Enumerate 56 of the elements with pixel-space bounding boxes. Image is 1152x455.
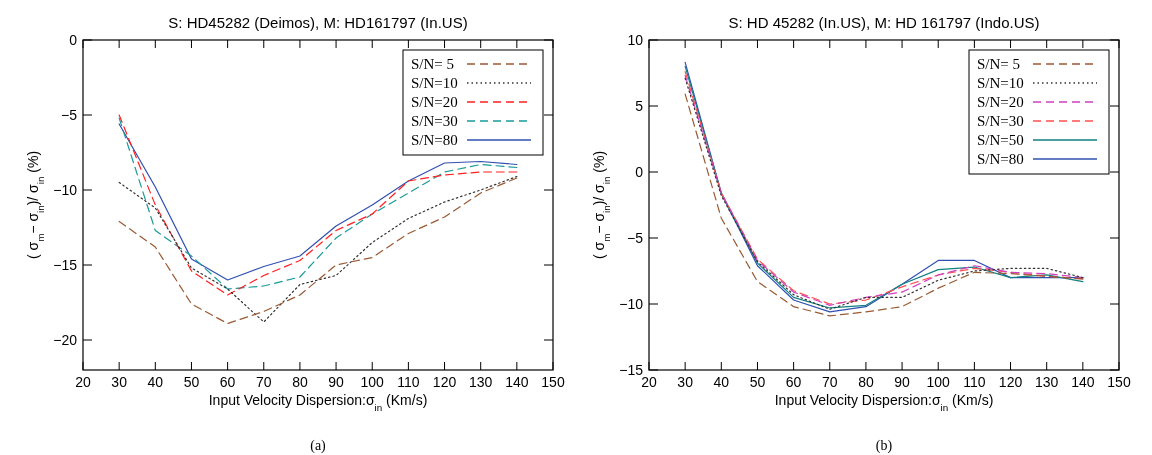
legend-label: S/N=10 — [411, 75, 458, 91]
y-tick-label: −5 — [61, 106, 78, 123]
y-tick-label: 10 — [627, 31, 644, 48]
x-tick-label: 40 — [147, 374, 164, 390]
x-axis-title: Input Velocity Dispersion:σ$_{in}$ (Km/s) — [774, 392, 994, 413]
x-tick-label: 70 — [255, 374, 272, 390]
x-tick-label: 90 — [894, 374, 911, 390]
x-tick-label: 110 — [397, 374, 420, 390]
legend-label: S/N=10 — [977, 75, 1024, 91]
x-tick-label: 80 — [292, 374, 308, 390]
x-tick-label: 130 — [1035, 374, 1059, 390]
x-tick-label: 140 — [1071, 374, 1095, 390]
legend-label: S/N=80 — [977, 151, 1024, 167]
legend-label: S/N=30 — [411, 113, 458, 129]
x-tick-label: 130 — [469, 374, 493, 390]
y-tick-label: 5 — [635, 97, 644, 114]
legend-label: S/N=20 — [977, 94, 1024, 110]
x-tick-label: 20 — [641, 374, 657, 390]
y-tick-label: −15 — [53, 256, 78, 273]
x-tick-label: 100 — [926, 374, 951, 390]
x-tick-label: 70 — [821, 374, 838, 390]
y-tick-label: −15 — [619, 361, 644, 378]
y-tick-label: −10 — [619, 295, 644, 312]
y-tick-label: −5 — [627, 229, 644, 246]
legend-label: S/N= 5 — [977, 56, 1021, 72]
x-tick-label: 50 — [183, 374, 200, 390]
y-tick-label: 0 — [69, 31, 78, 48]
legend-label: S/N=50 — [977, 132, 1024, 148]
x-tick-label: 100 — [360, 374, 385, 390]
legend-label: S/N=80 — [411, 132, 458, 148]
y-tick-label: 0 — [635, 163, 644, 180]
y-tick-label: −10 — [53, 181, 78, 198]
x-tick-label: 60 — [785, 374, 802, 390]
x-tick-label: 30 — [111, 374, 128, 390]
chart-title: S: HD45282 (Deimos), M: HD161797 (In.US) — [168, 14, 468, 31]
legend-label: S/N=30 — [977, 113, 1024, 129]
x-tick-label: 80 — [858, 374, 874, 390]
x-tick-label: 40 — [713, 374, 730, 390]
x-tick-label: 150 — [1107, 374, 1131, 390]
x-tick-label: 90 — [328, 374, 345, 390]
x-tick-label: 150 — [541, 374, 565, 390]
y-tick-label: −20 — [53, 331, 78, 348]
legend-label: S/N= 5 — [411, 56, 455, 72]
legend-label: S/N=20 — [411, 94, 458, 110]
x-tick-label: 140 — [505, 374, 529, 390]
x-tick-label: 120 — [998, 374, 1023, 390]
x-tick-label: 60 — [219, 374, 236, 390]
x-tick-label: 120 — [432, 374, 457, 390]
x-axis-title: Input Velocity Dispersion:σ$_{in}$ (Km/s) — [208, 392, 428, 413]
x-tick-label: 110 — [963, 374, 986, 390]
text: (a) — [310, 438, 327, 454]
x-tick-label: 20 — [75, 374, 91, 390]
chart-title: S: HD 45282 (In.US), M: HD 161797 (Indo.US) — [728, 14, 1040, 31]
text: (b) — [875, 438, 893, 454]
x-tick-label: 30 — [677, 374, 694, 390]
x-tick-label: 50 — [749, 374, 766, 390]
